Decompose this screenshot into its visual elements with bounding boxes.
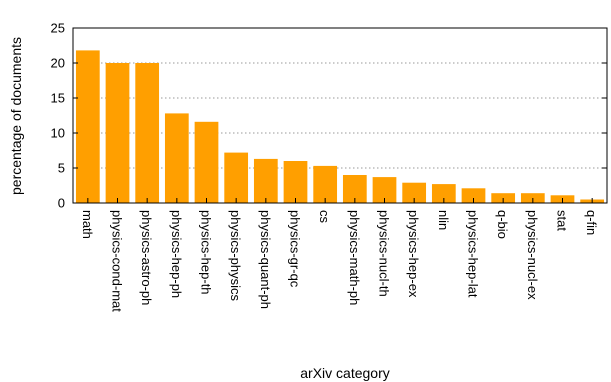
y-tick-label: 20 [51,56,65,71]
x-tick-label: q-bio [495,210,510,239]
bar-cs [313,165,338,203]
bar-physics-hep-ph [164,113,189,203]
x-axis-label: arXiv category [300,365,389,381]
x-tick-label: math [80,210,95,239]
x-tick-label: physics-nucl-ex [525,210,540,300]
bars-group [75,50,605,204]
bar-physics-physics [224,152,249,203]
plot-border [72,27,608,204]
x-tick-label: nlin [436,210,451,230]
x-tick-label: physics-physics [228,210,243,302]
y-axis-ticks: 0 5 10 15 20 25 [51,21,607,211]
x-tick-label: physics-quant-ph [258,210,273,309]
bar-physics-gr-qc [283,161,308,203]
bar-physics-hep-lat [461,188,486,203]
y-tick-label: 25 [51,21,65,36]
plot-frame [72,27,608,204]
x-tick-label: physics-hep-lat [466,210,481,298]
grid-lines [73,62,607,169]
bar-physics-math-ph [342,175,367,203]
bar-physics-cond-mat [105,63,130,203]
bar-physics-hep-ex [402,182,427,203]
x-tick-label: physics-cond-mat [110,210,125,312]
x-tick-label: physics-hep-ex [406,210,421,298]
x-tick-label: physics-astro-ph [139,210,154,305]
bar-physics-nucl-th [372,177,397,203]
x-tick-label: physics-gr-qc [288,210,303,288]
bar-nlin [431,184,456,203]
y-tick-label: 0 [58,196,65,211]
y-tick-label: 15 [51,91,65,106]
bar-math [75,50,100,204]
x-tick-label: cs [317,210,332,224]
y-tick-label: 10 [51,126,65,141]
bar-physics-hep-th [194,121,219,203]
x-tick-label: physics-hep-th [199,210,214,295]
y-axis-label: percentage of documents [8,37,24,195]
x-tick-label: physics-hep-ph [169,210,184,298]
x-tick-label: stat [555,210,570,231]
y-tick-label: 5 [58,161,65,176]
x-axis-ticks: math physics-cond-mat physics-astro-ph phys… [80,198,599,312]
bar-physics-quant-ph [253,158,278,203]
bar-physics-astro-ph [135,63,160,203]
x-tick-label: physics-math-ph [347,210,362,305]
x-tick-label: q-fin [584,210,599,235]
x-tick-label: physics-nucl-th [377,210,392,297]
